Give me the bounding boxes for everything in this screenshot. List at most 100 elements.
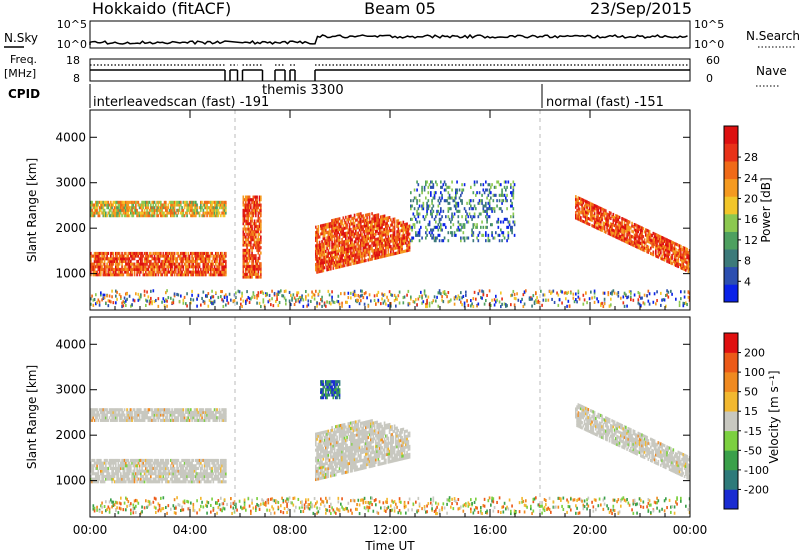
echo-cell: [646, 250, 648, 254]
echo-cell: [367, 229, 370, 233]
echo-cell: [381, 236, 383, 240]
clutter-cell: [90, 297, 92, 301]
echo-cell: [166, 254, 168, 258]
echo-cell: [125, 211, 127, 215]
echo-cell: [138, 461, 141, 465]
echo-cell: [155, 472, 157, 476]
echo-cell: [453, 204, 456, 208]
echo-cell: [662, 249, 665, 253]
echo-cell: [366, 234, 368, 238]
echo-cell: [188, 270, 191, 274]
echo-cell: [368, 247, 371, 251]
echo-cell: [356, 223, 358, 227]
echo-cell: [592, 206, 595, 210]
clutter-cell: [247, 295, 250, 300]
echo-cell: [138, 206, 141, 210]
echo-cell: [130, 469, 132, 473]
echo-cell: [138, 466, 141, 470]
clutter-cell: [125, 292, 127, 296]
echo-cell: [247, 262, 250, 266]
echo-cell: [198, 214, 201, 218]
echo-cell: [176, 203, 178, 207]
echo-cell: [377, 237, 380, 241]
echo-cell: [497, 225, 500, 229]
echo-cell: [600, 214, 602, 219]
echo-cell: [170, 254, 172, 258]
echo-cell: [315, 244, 317, 248]
echo-cell: [491, 231, 493, 235]
echo-cell: [125, 262, 127, 266]
echo-cell: [152, 265, 155, 269]
echo-cell: [142, 270, 145, 274]
echo-cell: [348, 244, 351, 248]
echo-cell: [151, 257, 153, 261]
echo-cell: [95, 254, 97, 258]
clutter-cell: [381, 292, 383, 296]
clutter-cell: [387, 304, 390, 308]
echo-cell: [166, 251, 168, 255]
clutter-cell: [477, 292, 480, 296]
echo-cell: [655, 246, 657, 250]
echo-cell: [247, 232, 250, 236]
echo-cell: [242, 238, 245, 242]
echo-cell: [110, 200, 112, 204]
echo-cell: [503, 193, 506, 197]
clutter-cell: [135, 292, 137, 296]
clutter-cell: [638, 294, 641, 298]
echo-cell: [255, 240, 257, 244]
echo-cell: [650, 251, 652, 256]
echo-cell: [398, 250, 401, 255]
cpid-entry-themis: themis 3300: [262, 83, 344, 98]
echo-cell: [133, 254, 136, 258]
echo-cell: [430, 212, 432, 216]
clutter-cell: [407, 289, 410, 293]
echo-cell: [630, 239, 632, 243]
clutter-cell: [461, 303, 463, 307]
echo-cell: [597, 221, 600, 225]
echo-cell: [202, 259, 205, 263]
echo-cell: [116, 265, 118, 269]
echo-cell: [663, 250, 666, 254]
echo-cell: [327, 238, 330, 242]
echo-cell: [498, 239, 501, 243]
echo-cell: [137, 469, 140, 473]
echo-cell: [140, 257, 142, 261]
echo-cell: [181, 206, 183, 210]
echo-cell: [103, 208, 106, 212]
echo-cell: [347, 249, 350, 253]
echo-cell: [463, 225, 466, 229]
echo-cell: [153, 466, 156, 470]
echo-cell: [245, 254, 247, 258]
clutter-cell: [242, 299, 245, 303]
echo-cell: [100, 265, 102, 269]
echo-cell: [351, 222, 353, 226]
echo-cell: [385, 232, 387, 236]
clutter-cell: [626, 296, 628, 300]
echo-cell: [101, 464, 103, 468]
echo-cell: [663, 237, 666, 241]
echo-cell: [205, 211, 207, 215]
echo-cell: [672, 252, 675, 256]
clutter-cell: [276, 295, 278, 299]
echo-cell: [352, 245, 355, 250]
echo-cell: [136, 265, 138, 269]
echo-cell: [576, 217, 578, 221]
clutter-cell: [277, 303, 280, 308]
echo-cell: [102, 466, 105, 470]
echo-cell: [243, 206, 246, 210]
echo-cell: [96, 474, 98, 478]
echo-cell: [363, 216, 366, 220]
echo-cell: [512, 220, 515, 224]
echo-cell: [322, 229, 325, 233]
echo-cell: [367, 242, 370, 246]
echo-cell: [683, 254, 686, 258]
echo-cell: [673, 244, 676, 248]
echo-cell: [122, 474, 125, 478]
echo-cell: [157, 257, 160, 261]
echo-cell: [150, 477, 152, 481]
echo-cell: [188, 254, 191, 258]
echo-cell: [380, 250, 382, 254]
echo-cell: [652, 253, 655, 257]
echo-cell: [348, 257, 351, 261]
echo-cell: [212, 270, 215, 274]
